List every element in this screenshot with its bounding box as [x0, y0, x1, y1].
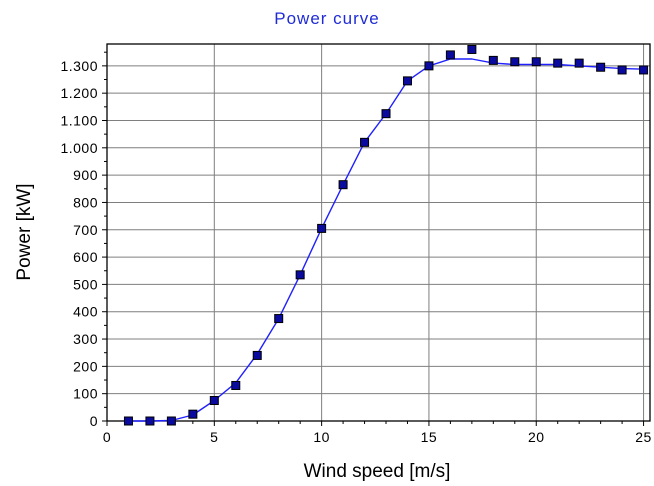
y-tick-label: 1.000: [60, 140, 98, 156]
series-power: [123, 44, 649, 426]
data-point: [295, 270, 305, 280]
data-point: [639, 65, 649, 75]
data-point: [553, 58, 563, 68]
data-point: [274, 314, 284, 324]
data-point: [467, 44, 477, 54]
data-point: [209, 396, 219, 406]
y-tick-label: 700: [73, 222, 98, 238]
y-tick-label: 100: [73, 386, 98, 402]
x-axis-label: Wind speed [m/s]: [304, 461, 451, 482]
y-tick-label: 1.100: [60, 112, 98, 128]
data-point: [145, 416, 155, 426]
x-axis-ticks: 0 5 10 15 20 25: [103, 421, 652, 445]
plot-background: [107, 44, 650, 421]
y-tick-label: 1.300: [60, 58, 98, 74]
data-point: [166, 416, 176, 426]
data-point: [360, 137, 370, 147]
data-point: [231, 380, 241, 390]
chart-title: Power curve: [274, 9, 379, 28]
x-tick-label: 10: [313, 429, 330, 445]
y-axis-label: Power [kW]: [14, 183, 35, 280]
y-tick-label: 0: [90, 413, 98, 429]
data-point: [617, 65, 627, 75]
grid-lines: [107, 44, 650, 421]
y-tick-label: 500: [73, 276, 98, 292]
x-tick-label: 15: [421, 429, 438, 445]
y-tick-label: 1.200: [60, 85, 98, 101]
x-tick-label: 0: [103, 429, 111, 445]
data-point: [381, 109, 391, 119]
data-point: [123, 416, 133, 426]
x-tick-label: 5: [210, 429, 218, 445]
data-point: [596, 62, 606, 72]
y-axis-ticks: 0 100 200 300 400 500 600 700 800 900 1.000 1.100 1.…: [60, 51, 107, 429]
y-tick-label: 200: [73, 358, 98, 374]
data-point: [445, 50, 455, 60]
plot-border: [106, 43, 651, 422]
y-tick-label: 900: [73, 167, 98, 183]
y-tick-label: 300: [73, 331, 98, 347]
data-point: [574, 58, 584, 68]
data-point: [402, 76, 412, 86]
plot-frame: [106, 43, 651, 422]
data-point: [510, 57, 520, 67]
data-point: [424, 61, 434, 71]
data-point: [317, 223, 327, 233]
y-tick-label: 400: [73, 304, 98, 320]
x-tick-label: 25: [635, 429, 652, 445]
data-point: [488, 55, 498, 65]
x-tick-label: 20: [528, 429, 545, 445]
data-point: [531, 57, 541, 67]
y-tick-label: 800: [73, 194, 98, 210]
data-point: [252, 350, 262, 360]
y-tick-label: 600: [73, 249, 98, 265]
data-point: [338, 180, 348, 190]
data-point: [188, 409, 198, 419]
